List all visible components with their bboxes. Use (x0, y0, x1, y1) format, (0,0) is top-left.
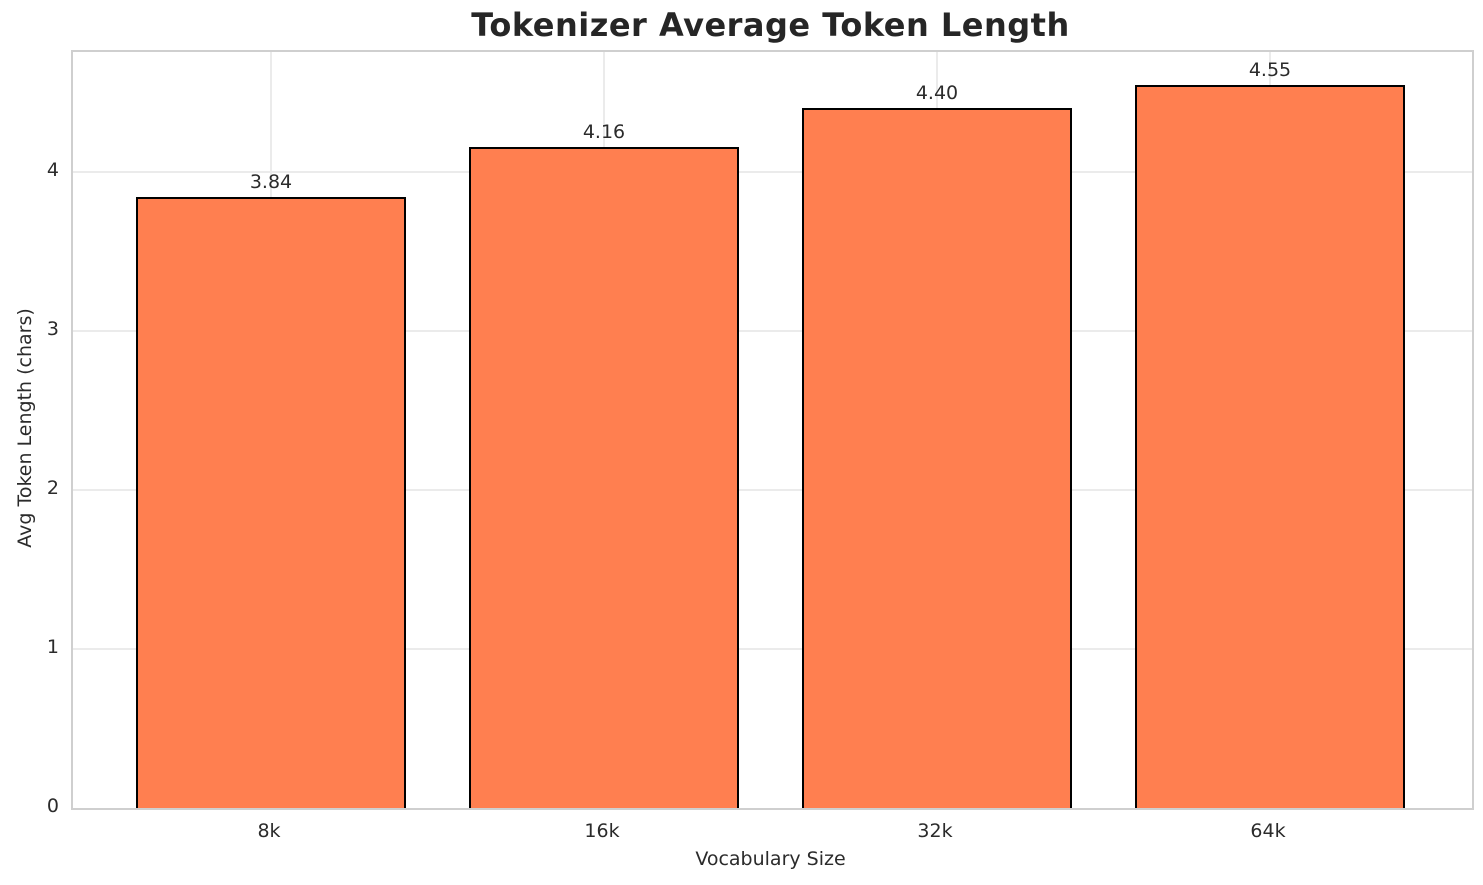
bar (469, 146, 739, 808)
bar-value-label: 4.55 (1248, 58, 1292, 81)
y-tick-label: 0 (46, 795, 59, 817)
bar (136, 197, 406, 808)
bar (802, 108, 1072, 808)
horizontal-gridline (73, 648, 1472, 651)
y-tick-label: 1 (46, 636, 59, 658)
bar-value-label: 4.40 (915, 82, 959, 105)
x-axis-label: Vocabulary Size (695, 848, 846, 870)
chart-title: Tokenizer Average Token Length (471, 6, 1070, 44)
y-tick-label: 4 (46, 159, 59, 182)
x-tick-label: 32k (917, 820, 953, 842)
y-tick-label: 2 (46, 477, 59, 500)
y-tick-label: 3 (46, 318, 59, 341)
x-tick-label: 64k (1250, 820, 1286, 842)
horizontal-gridline (73, 171, 1472, 174)
plot-area: 3.84 4.16 4.40 4.55 (71, 50, 1474, 810)
horizontal-gridline (73, 489, 1472, 492)
y-axis-label: Avg Token Length (chars) (14, 308, 36, 548)
bar-value-label: 4.16 (582, 120, 626, 143)
x-tick-label: 8k (257, 820, 281, 842)
horizontal-gridline (73, 330, 1472, 333)
bar (1135, 84, 1405, 808)
x-tick-label: 16k (584, 820, 620, 842)
bar-value-label: 3.84 (249, 171, 293, 194)
